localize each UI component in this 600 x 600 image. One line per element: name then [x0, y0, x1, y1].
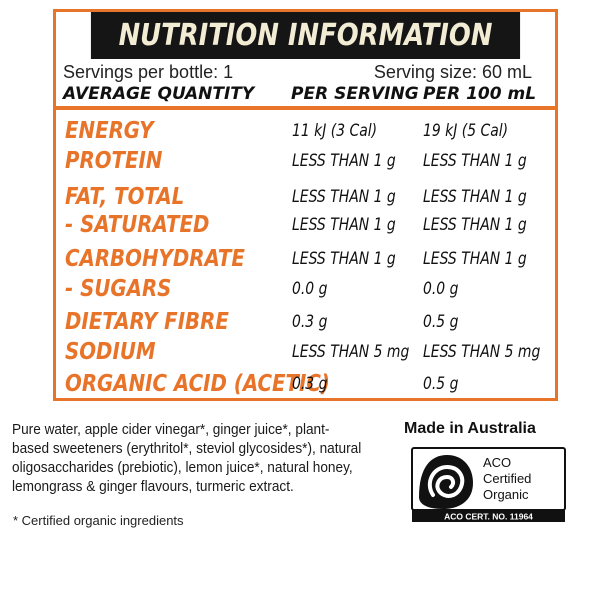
per-100ml-value: 19 kJ (5 Cal)	[423, 121, 509, 141]
nutrient-label: FAT, TOTAL	[65, 184, 185, 210]
nutrient-row-carbohydrate: CARBOHYDRATE LESS THAN 1 g LESS THAN 1 g	[56, 244, 555, 274]
per-serving-value: 11 kJ (3 Cal)	[292, 121, 378, 141]
per-100ml-value: 0.5 g	[423, 374, 459, 394]
nutrient-label: ENERGY	[65, 118, 154, 144]
per-serving-value: LESS THAN 5 mg	[292, 342, 410, 362]
header-divider	[56, 106, 555, 110]
ingredients-line: oligosaccharides (prebiotic), lemon juic…	[12, 460, 353, 476]
per-serving-value: LESS THAN 1 g	[292, 249, 396, 269]
header-per-100ml: PER 100 mL	[423, 84, 537, 104]
per-100ml-value: LESS THAN 1 g	[423, 151, 527, 171]
cert-line-1: ACO	[483, 455, 511, 470]
per-serving-value: LESS THAN 1 g	[292, 151, 396, 171]
servings-per-bottle: Servings per bottle: 1	[63, 62, 234, 82]
column-headers: AVERAGE QUANTITY PER SERVING PER 100 mL	[63, 83, 547, 105]
per-100ml-value: 0.5 g	[423, 312, 459, 332]
servings-info: Servings per bottle: 1 Serving size: 60 …	[63, 62, 532, 82]
serving-size: Serving size: 60 mL	[373, 62, 532, 82]
nutrient-label: DIETARY FIBRE	[65, 309, 229, 335]
header-average-quantity: AVERAGE QUANTITY	[63, 84, 255, 104]
nutrient-label: SODIUM	[65, 339, 156, 365]
nutrient-label: ORGANIC ACID (ACETIC)	[65, 371, 330, 397]
ingredients-line: Pure water, apple cider vinegar*, ginger…	[12, 422, 330, 438]
nutrient-row-protein: PROTEIN LESS THAN 1 g LESS THAN 1 g	[56, 146, 555, 176]
per-100ml-value: LESS THAN 1 g	[423, 215, 527, 235]
aco-certified-organic-logo: ACO Certified Organic ACO CERT. NO. 1196…	[411, 447, 566, 522]
ingredients-line: based sweeteners (erythritol*, steviol g…	[12, 441, 362, 457]
nutrient-label: CARBOHYDRATE	[65, 246, 245, 272]
nutrition-title: NUTRITION INFORMATION	[90, 12, 521, 59]
nutrient-label: - SUGARS	[65, 276, 172, 302]
nutrient-row-fat-total: FAT, TOTAL LESS THAN 1 g LESS THAN 1 g	[56, 182, 555, 212]
bud-icon	[419, 455, 473, 509]
nutrient-label: PROTEIN	[65, 148, 163, 174]
per-serving-value: 0.3 g	[292, 312, 328, 332]
nutrient-label: - SATURATED	[65, 212, 210, 238]
per-100ml-value: LESS THAN 1 g	[423, 249, 527, 269]
per-serving-value: LESS THAN 1 g	[292, 215, 396, 235]
per-100ml-value: 0.0 g	[423, 279, 459, 299]
ingredients-list: Pure water, apple cider vinegar*, ginger…	[12, 421, 374, 497]
ingredients-line: lemongrass & ginger flavours, turmeric e…	[12, 479, 294, 495]
cert-line-2: Certified	[483, 471, 531, 486]
nutrient-row-organic-acid: ORGANIC ACID (ACETIC) 0.3 g 0.5 g	[56, 369, 555, 399]
nutrient-row-sugars: - SUGARS 0.0 g 0.0 g	[56, 274, 555, 304]
nutrient-row-saturated: - SATURATED LESS THAN 1 g LESS THAN 1 g	[56, 210, 555, 240]
per-serving-value: 0.0 g	[292, 279, 328, 299]
cert-number-bar	[412, 510, 565, 522]
per-serving-value: 0.3 g	[292, 374, 328, 394]
header-per-serving: PER SERVING	[291, 84, 419, 104]
cert-line-3: Organic	[483, 487, 529, 502]
per-serving-value: LESS THAN 1 g	[292, 187, 396, 207]
per-100ml-value: LESS THAN 5 mg	[423, 342, 541, 362]
nutrient-row-dietary-fibre: DIETARY FIBRE 0.3 g 0.5 g	[56, 307, 555, 337]
nutrient-row-energy: ENERGY 11 kJ (3 Cal) 19 kJ (5 Cal)	[56, 116, 555, 146]
cert-number: ACO CERT. NO. 11964	[444, 512, 533, 522]
nutrient-row-sodium: SODIUM LESS THAN 5 mg LESS THAN 5 mg	[56, 337, 555, 367]
per-100ml-value: LESS THAN 1 g	[423, 187, 527, 207]
organic-footnote: * Certified organic ingredients	[13, 513, 184, 528]
made-in-australia: Made in Australia	[404, 420, 536, 437]
nutrition-panel: NUTRITION INFORMATION Servings per bottl…	[53, 9, 558, 401]
